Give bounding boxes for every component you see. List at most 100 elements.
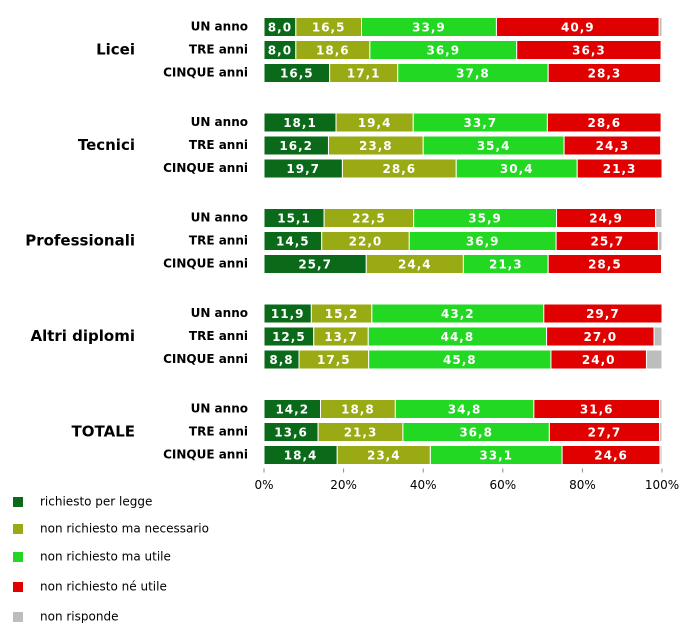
data-label: 21,3 [344,426,378,440]
data-label: 35,4 [477,139,511,153]
legend-swatch [13,582,23,592]
legend-label: richiesto per legge [40,495,152,509]
data-label: 28,6 [587,116,621,130]
bar-segment [659,445,663,465]
data-label: 13,7 [324,330,358,344]
legend-swatch [13,552,23,562]
data-label: 17,1 [347,67,381,81]
data-label: 17,5 [317,353,351,367]
x-tick-label: 80% [569,478,596,492]
x-tick-label: 40% [410,478,437,492]
group-label: TOTALE [72,423,135,441]
data-label: 21,3 [489,258,523,272]
data-label: 25,7 [590,235,624,249]
data-label: 14,2 [275,403,309,417]
bar-segment [576,158,663,179]
bar-segment [659,399,663,419]
data-label: 18,1 [283,116,317,130]
row-label: CINQUE anni [163,257,248,271]
data-label: 23,4 [367,449,401,463]
data-label: 36,8 [459,426,493,440]
group-label: Altri diplomi [30,327,135,345]
row-label: UN anno [191,20,248,34]
data-label: 36,3 [572,44,606,58]
bar-segment [543,303,663,324]
x-tick-label: 0% [254,478,273,492]
data-label: 36,9 [426,44,460,58]
data-label: 27,7 [588,426,622,440]
bar-segment [660,135,663,156]
row-label: CINQUE anni [163,352,248,366]
data-label: 45,8 [443,353,477,367]
data-label: 24,9 [589,212,623,226]
data-label: 30,4 [500,162,534,176]
data-label: 11,9 [271,307,305,321]
bar-segment [645,349,663,370]
bar-segment [658,17,663,37]
data-label: 28,6 [383,162,417,176]
data-label: 34,8 [448,403,482,417]
data-label: 33,9 [412,21,446,35]
bar-segment [659,422,663,442]
data-label: 16,5 [312,21,346,35]
data-label: 29,7 [586,307,620,321]
data-label: 37,8 [456,67,490,81]
row-label: UN anno [191,402,248,416]
data-label: 8,8 [269,353,293,367]
bar-segment [657,231,663,251]
row-label: TRE anni [189,234,248,248]
row-label: CINQUE anni [163,161,248,175]
legend-swatch [13,497,23,507]
row-label: TRE anni [189,425,248,439]
row-label: UN anno [191,306,248,320]
data-label: 25,7 [298,258,332,272]
data-label: 15,1 [277,212,311,226]
row-label: TRE anni [189,43,248,57]
data-label: 28,5 [588,258,622,272]
data-label: 23,8 [359,139,393,153]
row-label: UN anno [191,211,248,225]
data-label: 35,9 [468,212,502,226]
data-label: 16,2 [279,139,313,153]
row-label: TRE anni [189,138,248,152]
bar-segment [660,63,663,83]
legend-label: non richiesto ma necessario [40,522,209,536]
data-label: 21,3 [603,162,637,176]
group-label: Tecnici [78,136,135,154]
bar-segment [660,112,663,133]
data-label: 33,1 [479,449,513,463]
row-label: CINQUE anni [163,448,248,462]
group-label: Licei [96,41,135,59]
row-label: UN anno [191,115,248,129]
data-label: 27,0 [584,330,618,344]
bar-segment [655,208,663,228]
legend-label: non risponde [40,610,118,624]
data-label: 24,6 [594,449,628,463]
data-label: 14,5 [276,235,310,249]
legend-swatch [13,524,23,534]
legend-label: non richiesto né utile [40,580,167,594]
x-tick-label: 20% [330,478,357,492]
data-label: 19,4 [358,116,392,130]
data-label: 16,5 [280,67,314,81]
data-label: 31,6 [580,403,614,417]
data-label: 33,7 [464,116,498,130]
data-label: 12,5 [272,330,306,344]
legend-label: non richiesto ma utile [40,550,171,564]
data-label: 19,7 [286,162,320,176]
bar-segment [660,40,663,60]
data-label: 8,0 [268,44,292,58]
data-label: 28,3 [588,67,622,81]
data-label: 18,6 [316,44,350,58]
data-label: 24,0 [582,353,616,367]
data-label: 8,0 [268,21,292,35]
data-label: 13,6 [274,426,308,440]
x-tick-label: 60% [489,478,516,492]
row-label: TRE anni [189,329,248,343]
data-label: 24,3 [596,139,630,153]
legend-swatch [13,612,23,622]
data-label: 15,2 [325,307,359,321]
data-label: 43,2 [441,307,475,321]
x-tick-label: 100% [645,478,679,492]
